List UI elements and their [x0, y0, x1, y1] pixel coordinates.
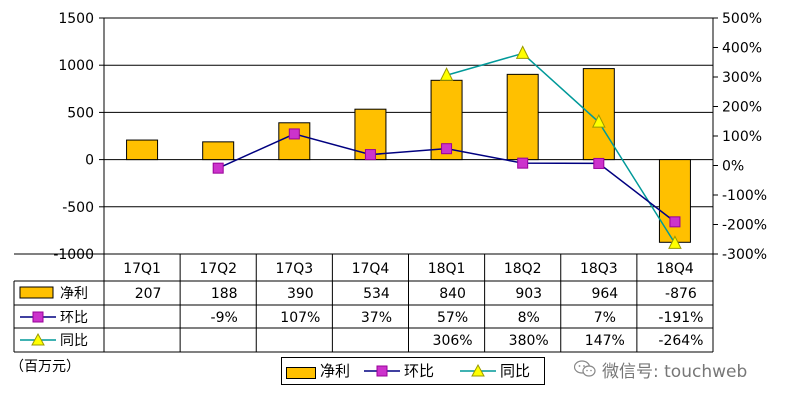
unit-label: （百万元） — [10, 359, 80, 375]
y-left-tick-label: 500 — [67, 105, 94, 121]
category-label: 18Q4 — [656, 261, 694, 277]
table-value: 57% — [437, 310, 468, 326]
row-swatch-triangle-marker — [31, 332, 45, 346]
qoq-marker — [669, 216, 681, 228]
gridlines — [104, 17, 713, 255]
yoy-marker — [439, 67, 454, 81]
legend-square-marker-icon — [364, 365, 400, 377]
table-value: 107% — [280, 310, 320, 326]
row-swatch-square-marker — [32, 311, 44, 323]
table-value: 147% — [585, 333, 625, 349]
y-right-tick-label: -100% — [722, 188, 767, 204]
table-value: 37% — [361, 310, 392, 326]
y-left-tick-label: -1000 — [53, 247, 94, 263]
legend-label: 同比 — [500, 362, 531, 380]
bar — [506, 73, 539, 161]
data-table: 17Q1 17Q2 17Q3 17Q4 18Q1 18Q2 18Q3 18Q4 净利 207 188… — [13, 253, 714, 353]
qoq-marker — [212, 162, 224, 174]
table-value: 306% — [433, 333, 473, 349]
qoq-marker — [593, 157, 605, 169]
table-value: 188 — [211, 286, 238, 302]
legend-item-yoy: 同比 — [460, 361, 544, 381]
y-left-tick-label: 1000 — [58, 58, 94, 74]
category-label: 17Q1 — [123, 261, 161, 277]
category-label: 18Q2 — [504, 261, 542, 277]
y-right-tick-label: 100% — [722, 129, 762, 145]
table-value: 840 — [439, 286, 466, 302]
legend-triangle-marker-icon — [460, 363, 496, 377]
lines — [212, 45, 682, 249]
row-header: 环比 — [60, 310, 88, 326]
table-value: -9% — [211, 310, 238, 326]
legend-bar-swatch — [286, 367, 316, 379]
row-swatch-bar — [19, 286, 54, 299]
yoy-marker — [668, 235, 682, 249]
series-line — [446, 52, 676, 244]
table-value: 964 — [591, 286, 618, 302]
axes: -1000 -500 0 500 1000 1500 -300% -200% -100% 0% 10… — [53, 11, 767, 263]
legend-label: 环比 — [404, 362, 435, 380]
y-right-tick-label: -200% — [722, 218, 767, 234]
y-right-tick-label: 500% — [722, 11, 762, 27]
category-label: 18Q1 — [428, 261, 466, 277]
legend: 净利 环比 同比 — [281, 357, 545, 385]
table-value: 8% — [518, 310, 540, 326]
row-header: 净利 — [60, 286, 88, 302]
qoq-marker — [288, 128, 300, 140]
table-value: 903 — [515, 286, 542, 302]
y-right-tick-label: 400% — [722, 41, 762, 57]
y-right-tick-label: 300% — [722, 70, 762, 86]
table-value: 534 — [363, 286, 390, 302]
bar — [202, 141, 235, 161]
bar — [126, 139, 159, 161]
table-value: -264% — [658, 333, 703, 349]
bar — [278, 122, 311, 161]
bars — [126, 68, 691, 243]
yoy-marker — [592, 114, 606, 128]
y-right-tick-label: 200% — [722, 100, 762, 116]
y-left-tick-label: 0 — [85, 153, 94, 169]
qoq-marker — [517, 157, 529, 169]
category-label: 18Q3 — [580, 261, 618, 277]
legend-label: 净利 — [320, 362, 351, 380]
y-left-tick-label: 1500 — [58, 11, 94, 27]
yoy-marker — [515, 45, 530, 59]
table-value: 380% — [509, 333, 549, 349]
y-right-tick-label: -300% — [722, 247, 767, 263]
table-value: -191% — [658, 310, 703, 326]
legend-item-qoq: 环比 — [364, 361, 454, 381]
wechat-icon — [574, 360, 596, 377]
qoq-marker — [441, 143, 453, 155]
watermark-text: 微信号: touchweb — [602, 361, 748, 382]
table-value: 7% — [594, 310, 616, 326]
row-header: 同比 — [60, 333, 88, 349]
category-label: 17Q2 — [199, 261, 237, 277]
category-label: 17Q3 — [275, 261, 313, 277]
qoq-marker — [364, 149, 376, 161]
table-value: -876 — [665, 286, 697, 302]
legend-item-net-profit: 净利 — [282, 361, 362, 381]
y-right-tick-label: 0% — [722, 159, 744, 175]
table-value: 390 — [287, 286, 314, 302]
table-value: 207 — [135, 286, 162, 302]
category-label: 17Q4 — [352, 261, 390, 277]
watermark: 微信号: touchweb — [574, 355, 747, 383]
bar — [658, 159, 691, 243]
y-left-tick-label: -500 — [62, 200, 94, 216]
